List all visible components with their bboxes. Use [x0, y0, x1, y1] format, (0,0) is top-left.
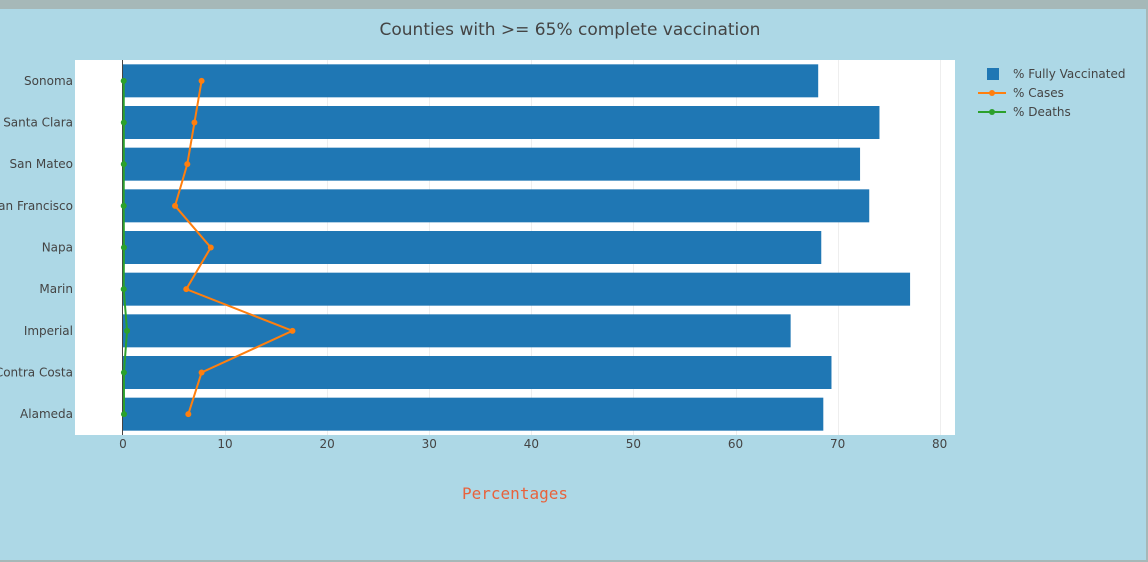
bar-marin[interactable]	[122, 272, 911, 306]
x-tick-label: 80	[932, 437, 947, 451]
point-cases[interactable]	[185, 411, 192, 418]
point-cases[interactable]	[183, 286, 190, 293]
point-deaths[interactable]	[124, 327, 131, 334]
window-top-bar	[0, 0, 1148, 9]
point-cases[interactable]	[184, 161, 191, 168]
point-deaths[interactable]	[120, 119, 127, 126]
point-deaths[interactable]	[120, 244, 127, 251]
bar-series[interactable]	[122, 64, 911, 431]
legend-label[interactable]: % Deaths	[1013, 105, 1071, 119]
bar-contra-costa[interactable]	[122, 356, 832, 389]
bar-alameda[interactable]	[122, 397, 824, 431]
y-tick-label: Imperial	[24, 324, 73, 338]
bar-san-francisco[interactable]	[122, 189, 870, 223]
point-deaths[interactable]	[120, 161, 127, 168]
point-cases[interactable]	[198, 77, 205, 84]
x-axis-label: Percentages	[462, 484, 568, 503]
point-cases[interactable]	[289, 327, 296, 334]
y-tick-label: Napa	[42, 241, 73, 255]
y-tick-label: San Francisco	[0, 199, 73, 213]
bar-santa-clara[interactable]	[122, 106, 880, 139]
legend-label[interactable]: % Fully Vaccinated	[1013, 67, 1125, 81]
legend-label[interactable]: % Cases	[1013, 86, 1064, 100]
bar-imperial[interactable]	[122, 314, 791, 348]
bar-san-mateo[interactable]	[122, 147, 861, 181]
x-tick-label: 40	[524, 437, 539, 451]
x-tick-label: 0	[119, 437, 127, 451]
y-tick-label: Sonoma	[24, 74, 73, 88]
point-cases[interactable]	[198, 369, 205, 376]
y-tick-label: Alameda	[20, 407, 73, 421]
window-right-edge	[1146, 9, 1148, 562]
legend-swatch-marker[interactable]	[989, 90, 995, 96]
y-tick-label: Contra Costa	[0, 366, 73, 380]
point-cases[interactable]	[191, 119, 198, 126]
y-tick-label: Marin	[39, 282, 73, 296]
x-tick-label: 10	[217, 437, 232, 451]
point-deaths[interactable]	[120, 202, 127, 209]
legend[interactable]: % Fully Vaccinated % Cases % Deaths	[978, 67, 1125, 119]
point-deaths[interactable]	[120, 77, 127, 84]
y-tick-label: Santa Clara	[3, 116, 73, 130]
point-cases[interactable]	[207, 244, 214, 251]
point-cases[interactable]	[172, 202, 179, 209]
bar-sonoma[interactable]	[122, 64, 819, 98]
x-tick-label: 70	[830, 437, 845, 451]
point-deaths[interactable]	[120, 369, 127, 376]
x-tick-label: 50	[626, 437, 641, 451]
x-tick-label: 20	[320, 437, 335, 451]
chart-title: Counties with >= 65% complete vaccinatio…	[380, 20, 761, 40]
y-tick-label: San Mateo	[9, 157, 73, 171]
x-tick-label: 60	[728, 437, 743, 451]
y-tick-labels: Sonoma Santa Clara San Mateo San Francisco N…	[0, 74, 73, 421]
line-series[interactable]	[120, 77, 296, 418]
legend-swatch-bar[interactable]	[987, 68, 999, 80]
x-tick-labels: 0 10 20 30 40 50 60 70 80	[119, 437, 947, 451]
x-tick-label: 30	[422, 437, 437, 451]
window-bottom-edge	[0, 560, 1148, 562]
bar-napa[interactable]	[122, 231, 822, 264]
point-deaths[interactable]	[120, 286, 127, 293]
point-deaths[interactable]	[121, 411, 128, 418]
legend-swatch-marker[interactable]	[989, 109, 995, 115]
